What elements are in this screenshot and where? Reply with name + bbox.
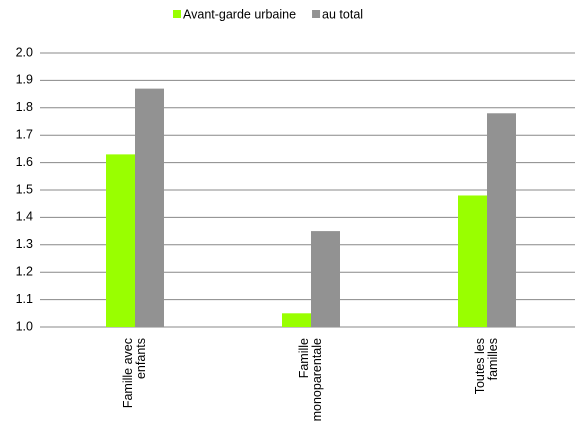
y-tick-label: 1.6	[16, 155, 33, 169]
bar	[311, 231, 340, 327]
bar	[135, 88, 164, 328]
x-tick-label: Famille avec	[121, 338, 135, 408]
legend-swatch	[173, 10, 181, 18]
y-tick-label: 1.0	[16, 319, 33, 333]
legend-label: Avant-garde urbaine	[183, 7, 296, 21]
y-tick-label: 1.3	[16, 237, 33, 251]
y-tick-label: 1.9	[16, 73, 33, 87]
x-tick-label: monoparentale	[310, 338, 324, 421]
bar	[487, 113, 516, 327]
x-tick-label: Toutes les	[473, 338, 487, 394]
x-tick-label: Famille	[297, 338, 311, 378]
y-tick-label: 1.1	[16, 292, 33, 306]
y-tick-label: 1.7	[16, 127, 33, 141]
bar	[106, 154, 135, 327]
legend-swatch	[312, 10, 321, 18]
y-tick-label: 1.2	[16, 264, 33, 278]
y-tick-label: 1.4	[16, 210, 33, 224]
y-tick-label: 1.5	[16, 182, 33, 196]
x-tick-label: familles	[486, 338, 500, 380]
bar	[458, 195, 487, 327]
y-tick-label: 2.0	[16, 45, 33, 59]
bar	[282, 313, 311, 327]
legend-label: au total	[322, 7, 363, 21]
x-tick-label: enfants	[134, 338, 148, 379]
y-tick-label: 1.8	[16, 100, 33, 114]
